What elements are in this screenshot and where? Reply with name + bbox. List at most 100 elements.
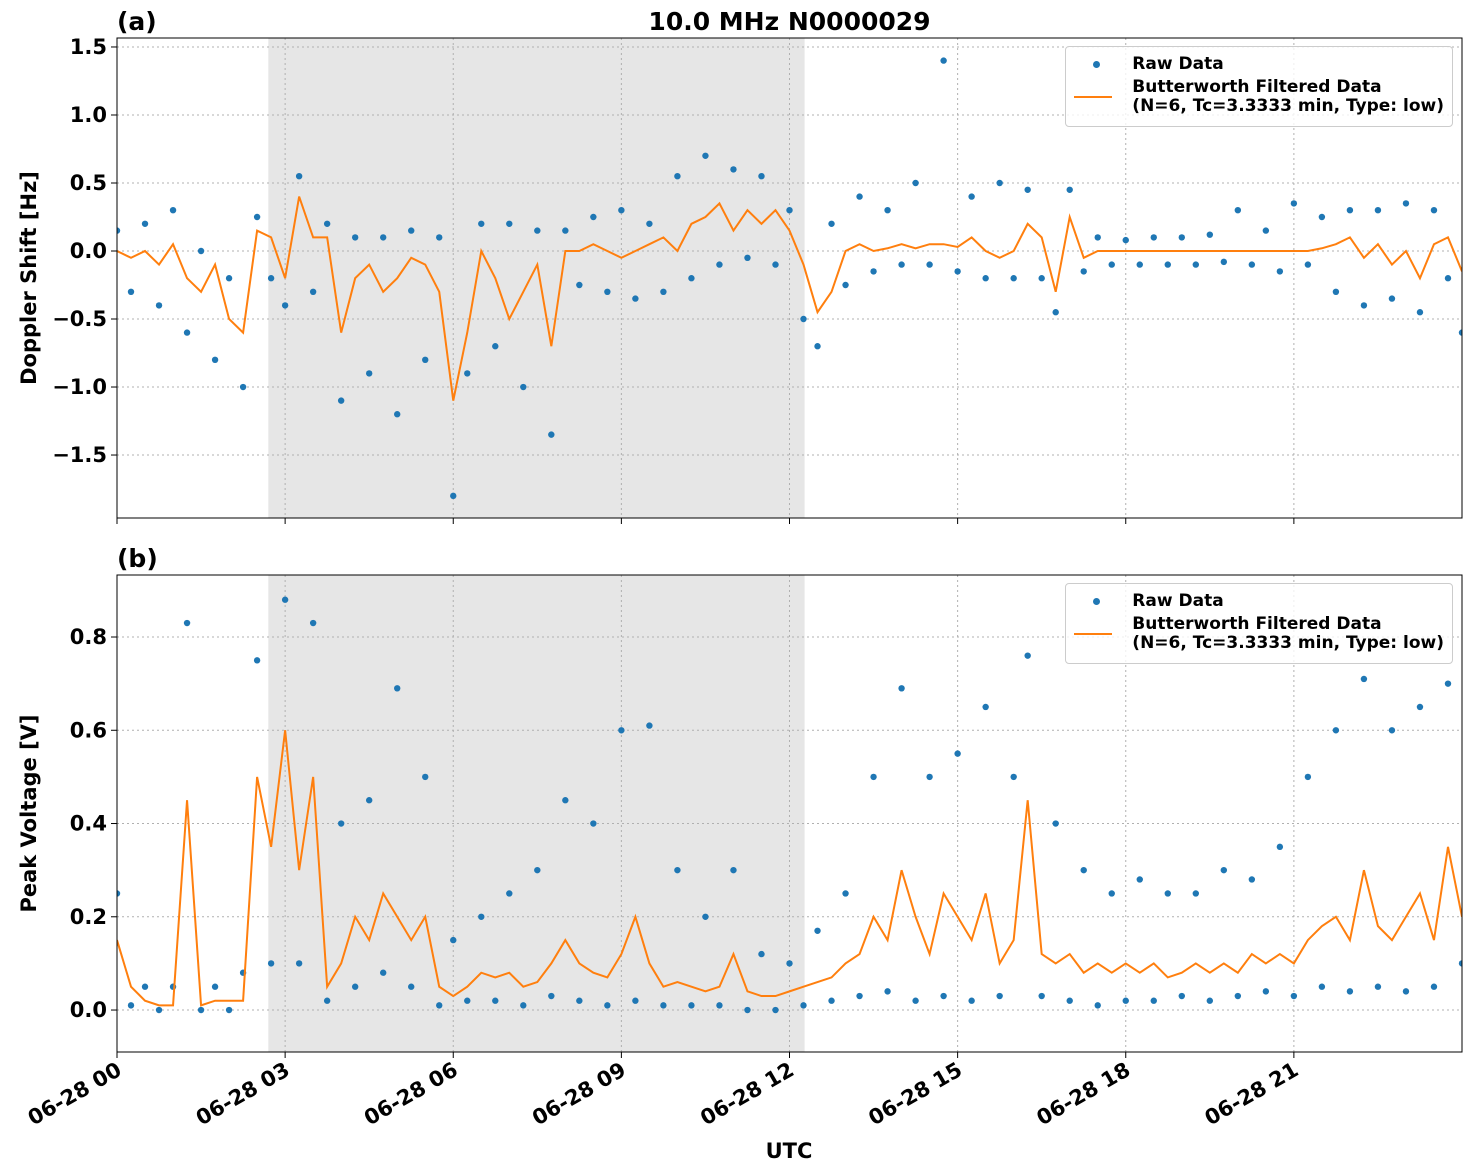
raw-point xyxy=(1150,234,1157,241)
raw-point xyxy=(814,927,821,934)
raw-point xyxy=(1304,261,1312,268)
raw-point xyxy=(688,1002,695,1009)
x-tick-label: 06-28 03 xyxy=(192,1058,294,1131)
raw-point xyxy=(996,992,1003,1000)
raw-point xyxy=(1248,261,1256,268)
raw-point xyxy=(982,275,989,282)
raw-point xyxy=(688,275,695,282)
legend-swatch xyxy=(1074,96,1113,98)
legend-entry: Butterworth Filtered Data (N=6, Tc=3.333… xyxy=(1074,615,1444,653)
raw-point xyxy=(716,1002,723,1009)
y-tick-label: 1.0 xyxy=(70,103,107,127)
raw-point xyxy=(716,261,723,268)
raw-point xyxy=(422,773,429,781)
legend-label: Raw Data xyxy=(1132,591,1224,611)
raw-point xyxy=(141,983,149,990)
legend: Raw Data Butterworth Filtered Data (N=6, … xyxy=(1065,583,1453,664)
raw-point xyxy=(1402,200,1410,207)
raw-point xyxy=(1430,206,1438,214)
legend-swatch xyxy=(1093,598,1101,605)
raw-point xyxy=(1262,988,1270,995)
raw-point xyxy=(898,261,905,268)
raw-point xyxy=(267,275,275,282)
raw-point xyxy=(996,179,1003,187)
raw-point xyxy=(758,950,765,958)
raw-point xyxy=(1206,997,1214,1004)
raw-point xyxy=(1276,268,1284,275)
raw-point xyxy=(1066,186,1073,193)
raw-point xyxy=(548,992,555,1000)
raw-point xyxy=(1094,1002,1101,1009)
raw-point xyxy=(365,797,373,804)
raw-point xyxy=(1346,206,1354,214)
legend-swatch xyxy=(1093,61,1101,68)
raw-point xyxy=(492,343,499,350)
raw-point xyxy=(253,213,261,221)
raw-point xyxy=(520,383,527,391)
y-tick-label: 0.8 xyxy=(70,625,107,649)
raw-point xyxy=(1024,652,1031,659)
raw-point xyxy=(1192,261,1200,268)
raw-point xyxy=(856,193,863,200)
y-tick-label: −1.0 xyxy=(52,375,107,399)
raw-point xyxy=(786,206,793,214)
raw-point xyxy=(141,220,149,227)
raw-point xyxy=(842,281,849,289)
raw-point xyxy=(1332,727,1340,734)
raw-point xyxy=(968,997,975,1004)
raw-point xyxy=(506,890,513,897)
legend-key xyxy=(1074,78,1118,98)
raw-point xyxy=(267,960,275,967)
raw-point xyxy=(1164,261,1171,268)
raw-point xyxy=(590,820,597,827)
raw-point xyxy=(1318,213,1326,221)
raw-point xyxy=(239,383,247,391)
raw-point xyxy=(576,997,583,1004)
x-axis-label: UTC xyxy=(766,1139,813,1163)
raw-point xyxy=(884,206,891,214)
raw-point xyxy=(912,997,919,1004)
raw-point xyxy=(351,234,359,241)
raw-point xyxy=(842,890,849,897)
legend: Raw Data Butterworth Filtered Data (N=6, … xyxy=(1065,46,1453,127)
raw-point xyxy=(351,983,359,990)
y-tick-label: 0.0 xyxy=(70,239,107,263)
raw-point xyxy=(828,997,835,1004)
raw-point xyxy=(800,315,807,323)
raw-point xyxy=(155,1006,163,1014)
raw-point xyxy=(1206,231,1214,238)
axes-frame xyxy=(116,37,1463,519)
raw-point xyxy=(1360,675,1368,683)
raw-point xyxy=(450,936,457,944)
raw-point xyxy=(1192,890,1200,897)
raw-point xyxy=(1052,309,1059,316)
plot-area xyxy=(117,596,1462,1014)
raw-point xyxy=(1220,866,1228,874)
raw-point xyxy=(1346,988,1354,995)
raw-point xyxy=(1234,206,1242,214)
raw-point xyxy=(1444,680,1452,687)
raw-point xyxy=(281,302,289,309)
raw-point xyxy=(309,619,317,627)
y-tick-label: 1.5 xyxy=(70,35,107,59)
raw-point xyxy=(548,431,555,438)
raw-point xyxy=(183,619,191,627)
raw-point xyxy=(1122,236,1129,244)
legend-label: Butterworth Filtered Data (N=6, Tc=3.333… xyxy=(1132,614,1444,653)
y-tick-label: 0.5 xyxy=(70,171,107,195)
legend-entry: Butterworth Filtered Data (N=6, Tc=3.333… xyxy=(1074,78,1444,116)
raw-point xyxy=(534,866,541,874)
raw-point xyxy=(926,261,933,268)
x-tick-label: 06-28 06 xyxy=(360,1058,462,1131)
raw-point xyxy=(1276,843,1284,851)
chart-title: 10.0 MHz N0000029 xyxy=(648,7,930,36)
raw-point xyxy=(225,275,233,282)
raw-point xyxy=(1136,261,1143,268)
raw-point xyxy=(436,234,443,241)
raw-point xyxy=(1094,234,1101,241)
raw-point xyxy=(323,220,331,227)
raw-point xyxy=(323,997,331,1004)
raw-point xyxy=(1010,773,1017,781)
raw-point xyxy=(253,657,261,664)
